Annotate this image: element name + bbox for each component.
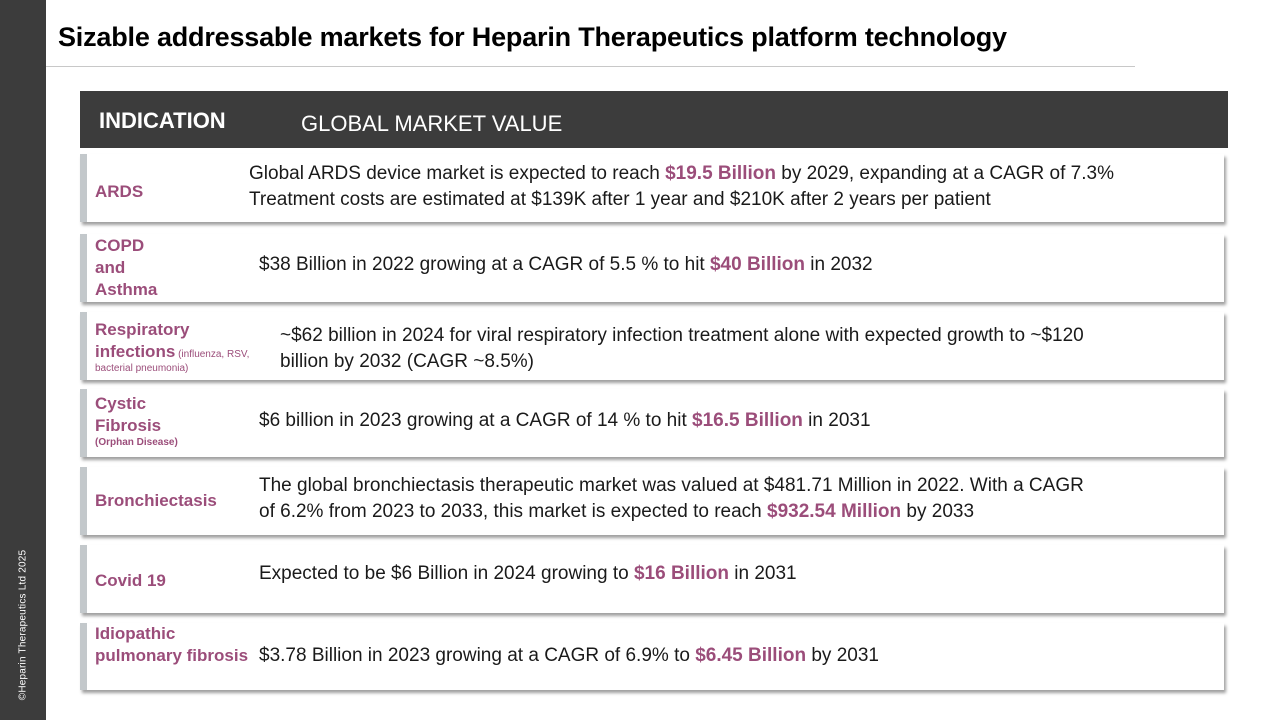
label-line: infections (influenza, RSV,: [95, 341, 249, 363]
description-line: of 6.2% from 2023 to 2033, this market i…: [259, 499, 1084, 525]
text-segment: by 2029, expanding at a CAGR of 7.3%: [775, 163, 1114, 184]
description-line: Global ARDS device market is expected to…: [249, 161, 1114, 187]
row-description: The global bronchiectasis therapeutic ma…: [259, 473, 1084, 525]
label-line: pulmonary fibrosis: [95, 646, 249, 665]
row-label: Bronchiectasis: [95, 491, 217, 510]
row-description: $38 Billion in 2022 growing at a CAGR of…: [259, 252, 873, 278]
label-line: Asthma: [95, 280, 158, 299]
text-segment: $3.78 Billion in 2023 growing at a CAGR …: [259, 645, 696, 666]
header-market-value: GLOBAL MARKET VALUE: [301, 111, 563, 136]
highlight-value: $16 Billion: [633, 563, 730, 584]
table-row-covid-19: Covid 19 Expected to be $6 Billion in 20…: [80, 545, 1224, 613]
row-label: Respiratory infections (influenza, RSV, …: [95, 319, 249, 375]
description-line: The global bronchiectasis therapeutic ma…: [259, 475, 1084, 496]
row-label: ARDS: [95, 182, 144, 201]
highlight-value: $932.54 Million: [767, 501, 902, 522]
table-row-bronchiectasis: Bronchiectasis The global bronchiectasis…: [80, 467, 1224, 535]
row-label: Covid 19: [95, 571, 166, 590]
label-note: (Orphan Disease): [95, 437, 178, 448]
highlight-value: $16.5 Billion: [692, 410, 803, 431]
row-description: Expected to be $6 Billion in 2024 growin…: [259, 561, 797, 587]
highlight-value: $6.45 Billion: [695, 645, 807, 666]
label-line: Fibrosis: [95, 416, 162, 435]
highlight-value: $19.5 Billion: [665, 163, 776, 184]
description-line: billion by 2032 (CAGR ~8.5%): [280, 351, 534, 372]
row-description: $3.78 Billion in 2023 growing at a CAGR …: [259, 643, 879, 669]
title-divider: [46, 66, 1135, 67]
table-header: INDICATION GLOBAL MARKET VALUE: [80, 91, 1228, 148]
label-line: COPD: [95, 236, 145, 255]
text-segment: by 2033: [901, 501, 975, 522]
row-description: $6 billion in 2023 growing at a CAGR of …: [259, 408, 871, 434]
text-segment: $6 billion in 2023 growing at a CAGR of …: [259, 410, 693, 431]
copyright-notice: ©Heparin Therapeutics Ltd 2025: [17, 549, 29, 701]
label-note: bacterial pneumonia): [95, 363, 189, 374]
table-row-copd-asthma: COPD and Asthma $38 Billion in 2022 grow…: [80, 234, 1224, 302]
left-side-bar: ©Heparin Therapeutics Ltd 2025: [0, 0, 46, 720]
label-line: Respiratory: [95, 320, 190, 339]
label-line: and: [95, 258, 126, 277]
label-line: Cystic: [95, 394, 147, 413]
description-line: Treatment costs are estimated at $139K a…: [249, 189, 991, 210]
table-row-idiopathic-pulmonary-fibrosis: Idiopathic pulmonary fibrosis $3.78 Bill…: [80, 623, 1224, 690]
text-segment: by 2031: [806, 645, 879, 666]
row-label: Idiopathic pulmonary fibrosis: [95, 623, 248, 667]
text-segment: of 6.2% from 2023 to 2033, this market i…: [259, 501, 767, 522]
row-description: ~$62 billion in 2024 for viral respirato…: [280, 323, 1084, 375]
label-text: infections: [95, 342, 176, 361]
text-segment: in 2031: [802, 410, 871, 431]
text-segment: in 2031: [729, 563, 797, 584]
table-row-respiratory-infections: Respiratory infections (influenza, RSV, …: [80, 312, 1224, 380]
row-label: COPD and Asthma: [95, 235, 157, 301]
highlight-value: $40 Billion: [709, 254, 806, 275]
page-title: Sizable addressable markets for Heparin …: [58, 22, 1007, 52]
row-label: Cystic Fibrosis (Orphan Disease): [95, 393, 178, 449]
text-segment: Global ARDS device market is expected to…: [249, 163, 666, 184]
label-line: Idiopathic: [95, 624, 176, 643]
header-indication: INDICATION: [99, 108, 226, 133]
table-row-ards: ARDS Global ARDS device market is expect…: [80, 154, 1224, 222]
text-segment: $38 Billion in 2022 growing at a CAGR of…: [259, 254, 710, 275]
label-note: (influenza, RSV,: [175, 349, 250, 360]
text-segment: Expected to be $6 Billion in 2024 growin…: [259, 563, 634, 584]
row-description: Global ARDS device market is expected to…: [249, 161, 1114, 213]
text-segment: in 2032: [805, 254, 873, 275]
description-line: ~$62 billion in 2024 for viral respirato…: [280, 325, 1084, 346]
table-row-cystic-fibrosis: Cystic Fibrosis (Orphan Disease) $6 bill…: [80, 389, 1224, 457]
